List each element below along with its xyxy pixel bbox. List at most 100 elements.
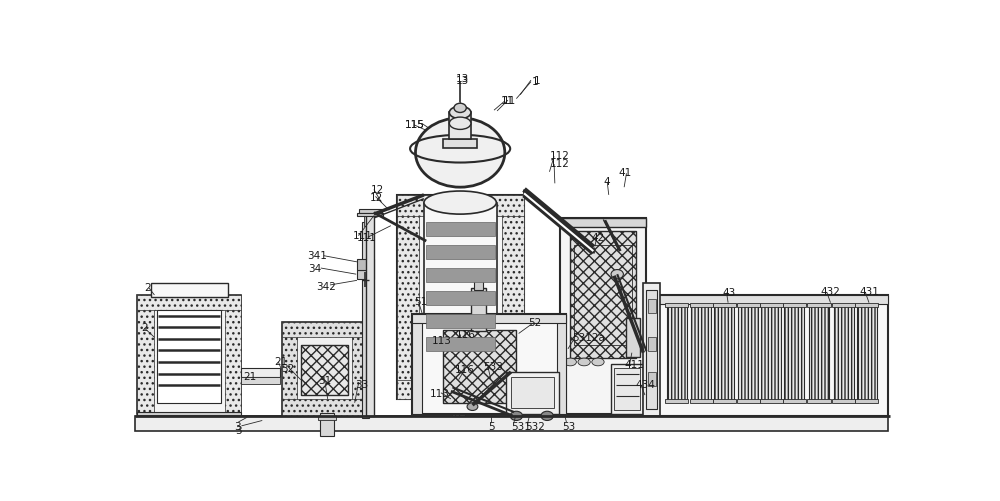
Text: 21: 21 <box>243 372 256 382</box>
Bar <box>738 305 758 401</box>
Text: 5: 5 <box>488 422 494 432</box>
Text: 411: 411 <box>624 360 644 370</box>
Bar <box>318 416 336 420</box>
Text: 12: 12 <box>371 185 384 195</box>
Bar <box>855 303 878 307</box>
Text: 21: 21 <box>274 357 287 367</box>
Bar <box>761 305 781 401</box>
Bar <box>357 212 383 215</box>
Bar <box>301 345 348 395</box>
Bar <box>471 288 486 331</box>
Bar <box>665 399 688 403</box>
Bar <box>714 305 734 401</box>
Bar <box>241 377 280 384</box>
Bar <box>626 318 640 357</box>
Bar <box>362 222 369 418</box>
Text: 341: 341 <box>307 251 327 261</box>
Bar <box>357 259 374 270</box>
Text: 434: 434 <box>636 380 656 390</box>
Bar <box>807 303 831 307</box>
Text: 41: 41 <box>619 168 632 178</box>
Bar <box>137 295 241 311</box>
Bar <box>783 303 806 307</box>
Bar <box>614 368 640 410</box>
Text: 432: 432 <box>820 287 840 297</box>
Bar <box>452 399 459 416</box>
Bar <box>713 303 736 307</box>
Bar <box>426 245 495 259</box>
Bar <box>832 399 855 403</box>
Bar <box>809 305 829 401</box>
Text: 1: 1 <box>532 77 538 87</box>
Text: 1: 1 <box>534 76 541 86</box>
Text: 11: 11 <box>501 96 514 106</box>
Text: 113: 113 <box>430 389 450 399</box>
Bar <box>560 218 646 227</box>
Bar <box>646 290 657 409</box>
Bar <box>690 303 713 307</box>
Text: 3: 3 <box>234 422 240 432</box>
Bar <box>282 322 368 416</box>
Bar <box>691 305 711 401</box>
Ellipse shape <box>424 191 496 214</box>
Text: 3: 3 <box>235 426 242 436</box>
Bar <box>397 195 524 216</box>
Text: 52: 52 <box>528 318 541 328</box>
Bar <box>611 364 643 414</box>
Text: 13: 13 <box>456 74 469 84</box>
Text: 53: 53 <box>563 422 576 432</box>
Text: 342: 342 <box>316 282 336 292</box>
Bar <box>357 270 374 279</box>
Bar <box>784 305 804 401</box>
Bar <box>570 231 636 358</box>
Bar <box>426 291 495 305</box>
Bar <box>783 399 806 403</box>
Bar <box>659 295 888 416</box>
Bar <box>574 245 632 345</box>
Bar <box>665 303 688 307</box>
Bar <box>737 399 760 403</box>
Bar <box>282 322 297 416</box>
Text: 31: 31 <box>318 376 332 386</box>
Bar <box>443 330 516 403</box>
Text: 115: 115 <box>405 120 425 130</box>
Bar <box>366 210 374 416</box>
Bar <box>424 202 497 372</box>
Bar <box>713 399 736 403</box>
Text: 115: 115 <box>405 120 425 130</box>
Bar <box>807 399 831 403</box>
Bar <box>157 311 221 403</box>
Text: 112: 112 <box>549 151 569 161</box>
Bar <box>832 303 855 307</box>
Text: 42: 42 <box>592 233 605 243</box>
Ellipse shape <box>454 103 466 113</box>
Bar <box>455 391 459 416</box>
Bar <box>412 314 422 414</box>
Text: 5312a: 5312a <box>573 334 605 344</box>
Bar <box>426 268 495 282</box>
Bar <box>459 399 465 416</box>
Bar <box>855 399 878 403</box>
Ellipse shape <box>415 118 505 187</box>
Bar <box>648 337 656 351</box>
Bar <box>648 372 656 386</box>
Text: 12: 12 <box>370 192 383 202</box>
Bar <box>474 279 483 290</box>
Bar <box>137 412 241 416</box>
Ellipse shape <box>611 270 623 279</box>
Bar <box>426 337 495 351</box>
Text: 111: 111 <box>357 233 377 243</box>
Bar <box>241 368 280 377</box>
Text: 32: 32 <box>282 364 295 374</box>
Text: 116: 116 <box>455 365 475 375</box>
Bar <box>511 377 554 408</box>
Bar <box>225 295 241 414</box>
Ellipse shape <box>449 117 471 129</box>
Bar <box>443 139 477 148</box>
Bar <box>426 222 495 235</box>
Ellipse shape <box>449 106 471 119</box>
Ellipse shape <box>510 411 523 420</box>
Bar <box>301 345 348 395</box>
Text: 533: 533 <box>483 362 503 372</box>
Bar <box>443 330 516 403</box>
